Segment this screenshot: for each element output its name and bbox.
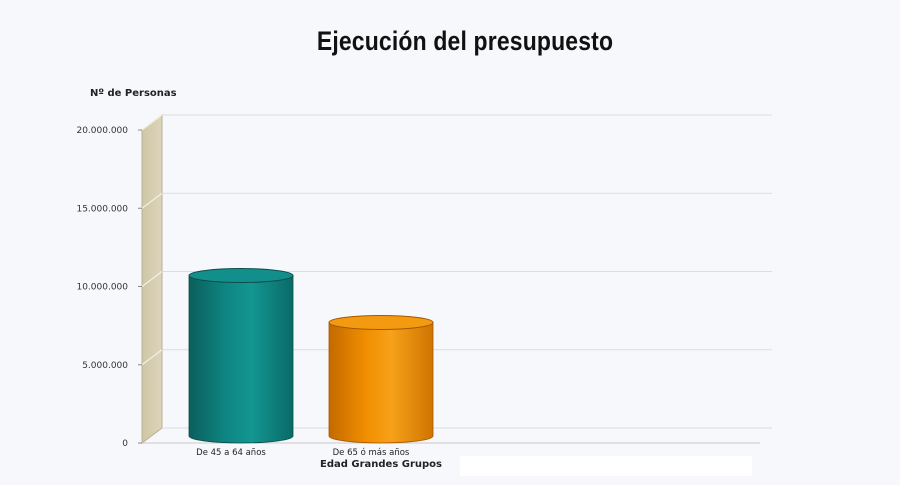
x-axis-label: Edad Grandes Grupos bbox=[320, 459, 442, 470]
axis-wall-layer bbox=[138, 114, 772, 444]
labels-layer: 0 5.000.000 10.000.000 15.000.000 20.000.000… bbox=[76, 126, 409, 458]
x-label-panel bbox=[460, 456, 752, 476]
wall-gridline bbox=[141, 192, 163, 209]
bar-top bbox=[328, 314, 434, 330]
bar bbox=[188, 268, 294, 444]
x-tick-label: De 45 a 64 años bbox=[196, 448, 266, 458]
y-tick-label: 10.000.000 bbox=[76, 283, 128, 293]
bar-body bbox=[328, 322, 434, 444]
wall-gridline bbox=[141, 114, 163, 131]
chart-title: Ejecución del presupuesto bbox=[316, 26, 614, 56]
bars-layer bbox=[188, 268, 434, 444]
y-axis-label: Nº de Personas bbox=[90, 88, 177, 99]
wall-gridline bbox=[141, 271, 163, 287]
wall-gridline bbox=[141, 349, 163, 366]
bar-body bbox=[188, 275, 294, 444]
x-tick-label: De 65 ó más años bbox=[333, 447, 410, 458]
bar bbox=[328, 314, 434, 444]
bar-top bbox=[188, 268, 294, 284]
y-tick-label: 5.000.000 bbox=[82, 361, 128, 371]
y-tick-label: 20.000.000 bbox=[76, 126, 128, 136]
y-tick-label: 0 bbox=[122, 439, 128, 449]
y-tick-label: 15.000.000 bbox=[76, 204, 128, 214]
